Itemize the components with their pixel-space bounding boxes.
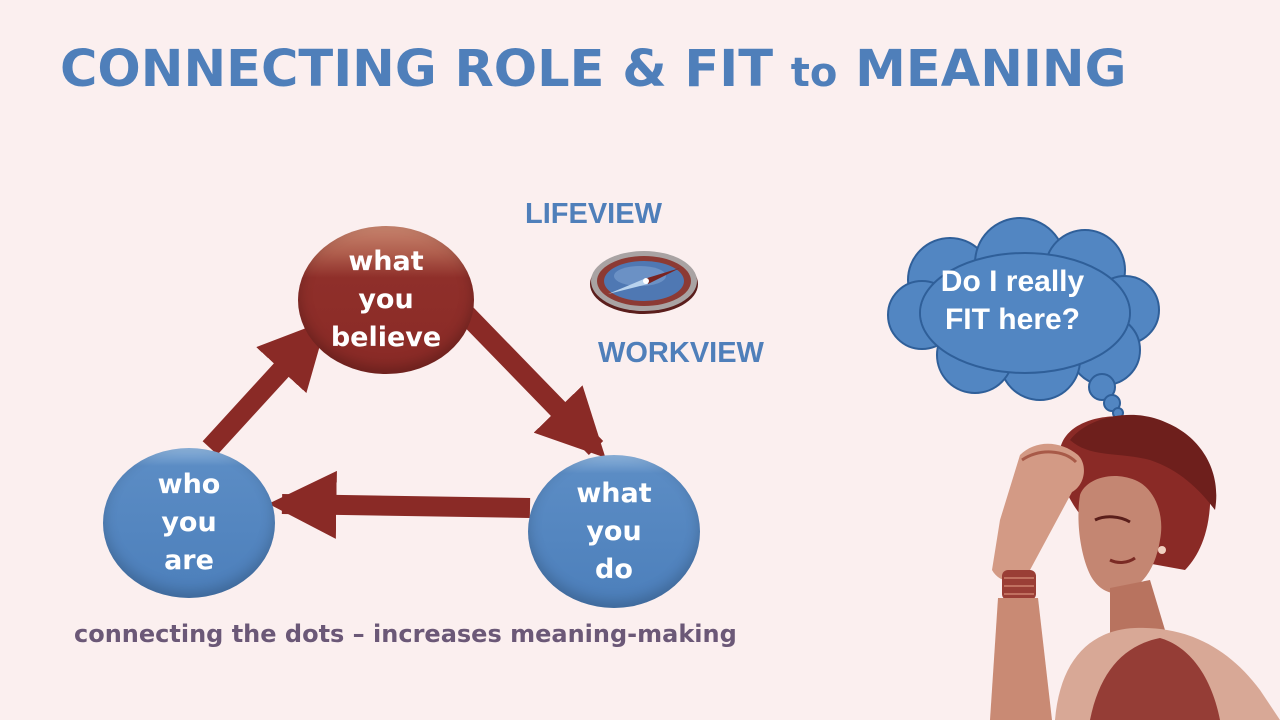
caption: connecting the dots – increases meaning-… [74, 620, 737, 648]
title-end: MEANING [855, 40, 1127, 99]
node-label: who you are [157, 469, 221, 576]
thought-cloud-icon [887, 217, 1160, 419]
arrow-are-to-believe [202, 319, 328, 455]
node-what-you-do: what you do [528, 455, 700, 608]
arrow-believe-to-do [452, 301, 606, 458]
title-connector: to [790, 50, 838, 96]
slide-title: CONNECTING ROLE & FIT to MEANING [60, 40, 1126, 99]
thinking-woman-illustration [990, 414, 1280, 720]
compass-icon [590, 251, 698, 314]
node-who-you-are: who you are [103, 448, 275, 598]
node-label: what you believe [330, 246, 442, 353]
title-main: CONNECTING ROLE & FIT [60, 40, 774, 99]
workview-label: WORKVIEW [598, 337, 764, 369]
lifeview-label: LIFEVIEW [525, 198, 662, 230]
arrow-do-to-are [268, 470, 531, 539]
node-label: what you do [576, 477, 652, 585]
thought-bubble-text: Do I really FIT here? [940, 265, 1085, 336]
node-what-you-believe: what you believe [298, 226, 474, 374]
